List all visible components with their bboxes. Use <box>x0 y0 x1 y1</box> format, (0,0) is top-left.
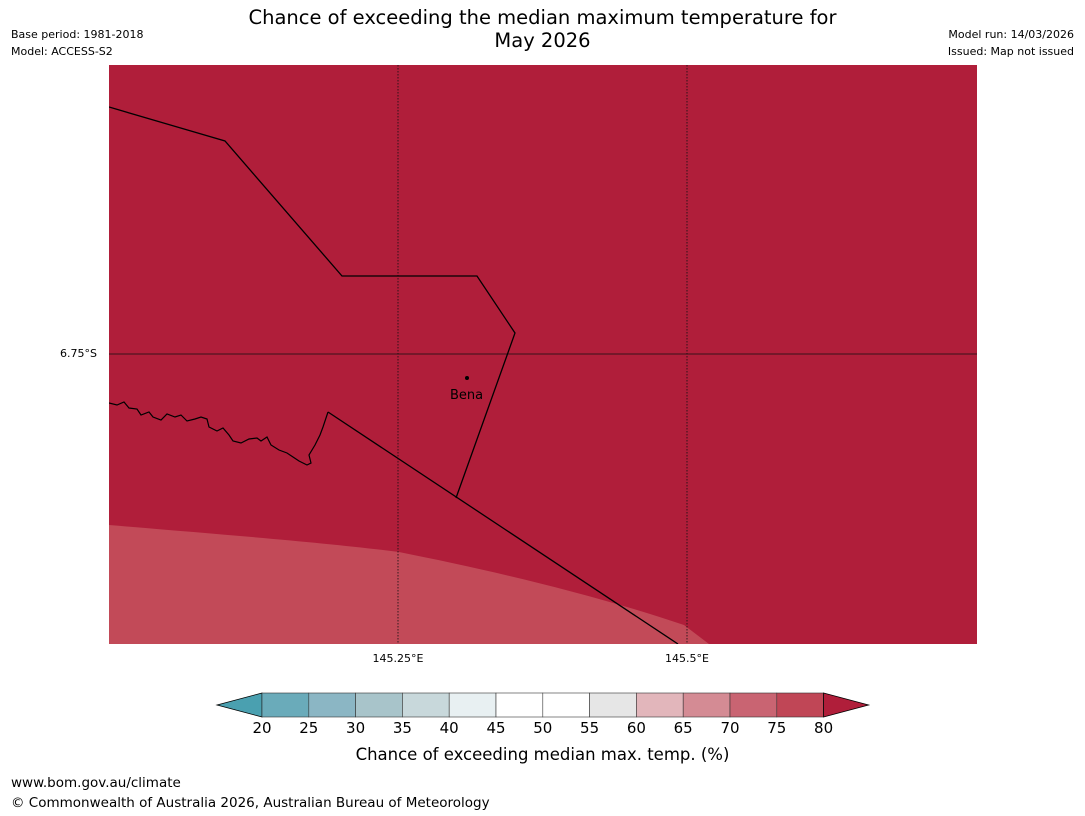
province-border-south <box>327 411 679 644</box>
colorbar-segment-40-45 <box>448 692 497 718</box>
footer-website[interactable]: www.bom.gov.au/climate <box>11 775 181 791</box>
colorbar-segment-30-35 <box>355 692 403 718</box>
meta-left: Base period: 1981-2018 Model: ACCESS-S2 <box>11 26 143 60</box>
colorbar-svg <box>215 692 871 718</box>
colorbar-segment-50-55 <box>542 692 590 718</box>
longitude-label-145-25: 145.25°E <box>372 652 424 665</box>
colorbar-segment-65-70 <box>682 692 731 718</box>
colorbar-segment-25-30 <box>308 692 356 718</box>
model-name: Model: ACCESS-S2 <box>11 45 113 58</box>
colorbar-tick-30: 30 <box>346 719 366 737</box>
colorbar-tick-60: 60 <box>626 719 646 737</box>
town-label-bena: Bena <box>450 388 484 403</box>
colorbar-extend-high <box>823 692 871 718</box>
colorbar-segment-35-40 <box>402 692 450 718</box>
latitude-label: 6.75°S <box>60 347 97 360</box>
colorbar-extend-low <box>215 692 263 718</box>
colorbar-tick-20: 20 <box>252 719 272 737</box>
coastline-river <box>109 401 329 466</box>
town-marker-bena[interactable] <box>465 376 469 380</box>
map-title: Chance of exceeding the median maximum t… <box>248 6 837 52</box>
colorbar <box>200 688 890 724</box>
colorbar-tick-40: 40 <box>439 719 459 737</box>
colorbar-segment-20-25 <box>261 692 310 718</box>
colorbar-tick-50: 50 <box>533 719 553 737</box>
colorbar-tick-55: 55 <box>580 719 600 737</box>
colorbar-segment-60-65 <box>636 692 684 718</box>
colorbar-segment-70-75 <box>729 692 778 718</box>
map-area[interactable]: Bena <box>109 65 977 644</box>
colorbar-tick-75: 75 <box>767 719 787 737</box>
base-period: Base period: 1981-2018 <box>11 28 144 41</box>
colorbar-tick-65: 65 <box>673 719 693 737</box>
issued-status: Issued: Map not issued <box>947 45 1074 58</box>
colorbar-tick-70: 70 <box>720 719 740 737</box>
colorbar-tick-25: 25 <box>299 719 319 737</box>
longitude-label-145-5: 145.5°E <box>665 652 709 665</box>
province-border-north <box>109 106 516 499</box>
colorbar-tick-45: 45 <box>486 719 506 737</box>
map-svg <box>109 65 977 644</box>
colorbar-segment-55-60 <box>589 692 637 718</box>
footer-copyright: © Commonwealth of Australia 2026, Austra… <box>11 795 490 811</box>
colorbar-label: Chance of exceeding median max. temp. (%… <box>355 745 730 764</box>
colorbar-segment-75-80 <box>776 692 824 718</box>
colorbar-tick-80: 80 <box>814 719 834 737</box>
probability-fill-75-80 <box>109 525 709 644</box>
colorbar-tick-35: 35 <box>392 719 412 737</box>
colorbar-segment-45-50 <box>495 692 544 718</box>
model-run: Model run: 14/03/2026 <box>948 28 1074 41</box>
meta-right: Model run: 14/03/2026 Issued: Map not is… <box>948 26 1074 60</box>
